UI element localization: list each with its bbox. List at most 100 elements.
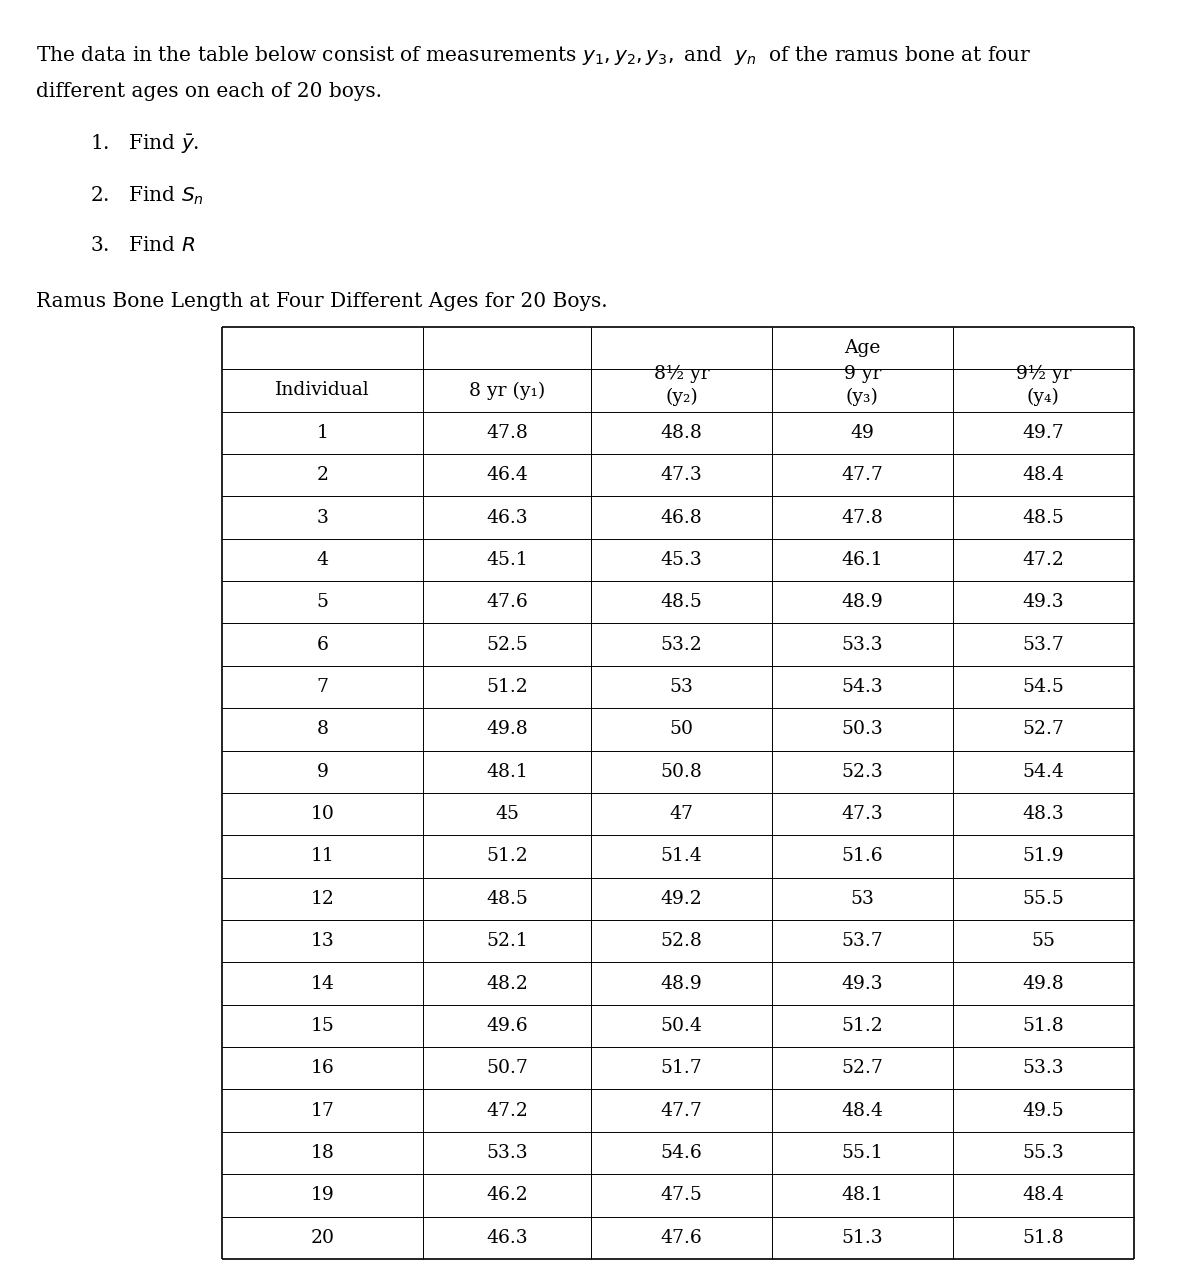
- Text: 48.5: 48.5: [1022, 509, 1064, 527]
- Text: 17: 17: [311, 1101, 335, 1119]
- Text: 49.8: 49.8: [486, 720, 528, 738]
- Text: 55.5: 55.5: [1022, 890, 1064, 908]
- Text: 47.5: 47.5: [661, 1186, 702, 1204]
- Text: 7: 7: [317, 678, 329, 696]
- Text: 49.5: 49.5: [1022, 1101, 1064, 1119]
- Text: 2.   Find $S_n$: 2. Find $S_n$: [90, 185, 204, 206]
- Text: 47.2: 47.2: [486, 1101, 528, 1119]
- Text: 46.2: 46.2: [486, 1186, 528, 1204]
- Text: 53: 53: [670, 678, 694, 696]
- Text: 48.4: 48.4: [1022, 1186, 1064, 1204]
- Text: 48.9: 48.9: [661, 974, 702, 992]
- Text: 52.5: 52.5: [486, 636, 528, 654]
- Text: 51.4: 51.4: [661, 847, 702, 865]
- Text: 48.3: 48.3: [1022, 805, 1064, 823]
- Text: 47.6: 47.6: [661, 1228, 702, 1246]
- Text: 49.8: 49.8: [1022, 974, 1064, 992]
- Text: 55: 55: [1031, 932, 1055, 950]
- Text: 8: 8: [317, 720, 329, 738]
- Text: 50.3: 50.3: [841, 720, 883, 738]
- Text: 48.2: 48.2: [486, 974, 528, 992]
- Text: 49.3: 49.3: [841, 974, 883, 992]
- Text: 52.1: 52.1: [486, 932, 528, 950]
- Text: 53: 53: [851, 890, 874, 908]
- Text: 51.2: 51.2: [841, 1017, 883, 1035]
- Text: 49.7: 49.7: [1022, 424, 1064, 442]
- Text: 13: 13: [311, 932, 334, 950]
- Text: Individual: Individual: [275, 382, 370, 400]
- Text: 10: 10: [311, 805, 335, 823]
- Text: 53.3: 53.3: [1022, 1059, 1064, 1077]
- Text: different ages on each of 20 boys.: different ages on each of 20 boys.: [36, 82, 382, 101]
- Text: 47.8: 47.8: [841, 509, 883, 527]
- Text: 52.8: 52.8: [661, 932, 702, 950]
- Text: 48.1: 48.1: [486, 763, 528, 781]
- Text: 47.3: 47.3: [841, 805, 883, 823]
- Text: 1: 1: [317, 424, 329, 442]
- Text: 51.2: 51.2: [486, 847, 528, 865]
- Text: 54.4: 54.4: [1022, 763, 1064, 781]
- Text: 48.4: 48.4: [841, 1101, 883, 1119]
- Text: 3: 3: [317, 509, 329, 527]
- Text: 20: 20: [311, 1228, 335, 1246]
- Text: Age: Age: [845, 340, 881, 358]
- Text: 52.3: 52.3: [841, 763, 883, 781]
- Text: 45.3: 45.3: [661, 551, 702, 569]
- Text: 47.6: 47.6: [486, 594, 528, 612]
- Text: 9½ yr
(y₄): 9½ yr (y₄): [1015, 365, 1072, 405]
- Text: 8 yr (y₁): 8 yr (y₁): [469, 381, 545, 400]
- Text: 11: 11: [311, 847, 334, 865]
- Text: 51.8: 51.8: [1022, 1017, 1064, 1035]
- Text: 55.3: 55.3: [1022, 1144, 1064, 1161]
- Text: The data in the table below consist of measurements $y_1, y_2, y_3,$ and  $y_n$ : The data in the table below consist of m…: [36, 44, 1032, 67]
- Text: Ramus Bone Length at Four Different Ages for 20 Boys.: Ramus Bone Length at Four Different Ages…: [36, 292, 607, 312]
- Text: 52.7: 52.7: [841, 1059, 883, 1077]
- Text: 47.7: 47.7: [661, 1101, 702, 1119]
- Text: 8½ yr
(y₂): 8½ yr (y₂): [654, 365, 709, 405]
- Text: 47.7: 47.7: [841, 467, 883, 485]
- Text: 45: 45: [496, 805, 520, 823]
- Text: 16: 16: [311, 1059, 334, 1077]
- Text: 49.6: 49.6: [486, 1017, 528, 1035]
- Text: 2: 2: [317, 467, 329, 485]
- Text: 46.4: 46.4: [486, 467, 528, 485]
- Text: 9: 9: [317, 763, 329, 781]
- Text: 14: 14: [311, 974, 335, 992]
- Text: 47.2: 47.2: [1022, 551, 1064, 569]
- Text: 48.8: 48.8: [661, 424, 702, 442]
- Text: 49: 49: [851, 424, 874, 442]
- Text: 48.4: 48.4: [1022, 467, 1064, 485]
- Text: 51.2: 51.2: [486, 678, 528, 696]
- Text: 18: 18: [311, 1144, 335, 1161]
- Text: 50.4: 50.4: [661, 1017, 702, 1035]
- Text: 46.3: 46.3: [486, 1228, 528, 1246]
- Text: 54.6: 54.6: [661, 1144, 702, 1161]
- Text: 19: 19: [311, 1186, 334, 1204]
- Text: 50: 50: [670, 720, 694, 738]
- Text: 51.8: 51.8: [1022, 1228, 1064, 1246]
- Text: 6: 6: [317, 636, 329, 654]
- Text: 53.3: 53.3: [841, 636, 883, 654]
- Text: 51.7: 51.7: [661, 1059, 702, 1077]
- Text: 1.   Find $\bar{y}$.: 1. Find $\bar{y}$.: [90, 133, 199, 156]
- Text: 47.8: 47.8: [486, 424, 528, 442]
- Text: 47.3: 47.3: [661, 467, 702, 485]
- Text: 45.1: 45.1: [486, 551, 528, 569]
- Text: 9 yr
(y₃): 9 yr (y₃): [844, 365, 881, 405]
- Text: 51.6: 51.6: [841, 847, 883, 865]
- Text: 54.5: 54.5: [1022, 678, 1064, 696]
- Text: 51.9: 51.9: [1022, 847, 1064, 865]
- Text: 54.3: 54.3: [841, 678, 883, 696]
- Text: 46.1: 46.1: [841, 551, 883, 569]
- Text: 49.2: 49.2: [661, 890, 702, 908]
- Text: 3.   Find $R$: 3. Find $R$: [90, 236, 196, 255]
- Text: 4: 4: [317, 551, 329, 569]
- Text: 50.8: 50.8: [661, 763, 702, 781]
- Text: 49.3: 49.3: [1022, 594, 1064, 612]
- Text: 50.7: 50.7: [486, 1059, 528, 1077]
- Text: 53.2: 53.2: [661, 636, 702, 654]
- Text: 51.3: 51.3: [841, 1228, 883, 1246]
- Text: 48.5: 48.5: [661, 594, 702, 612]
- Text: 12: 12: [311, 890, 335, 908]
- Text: 15: 15: [311, 1017, 335, 1035]
